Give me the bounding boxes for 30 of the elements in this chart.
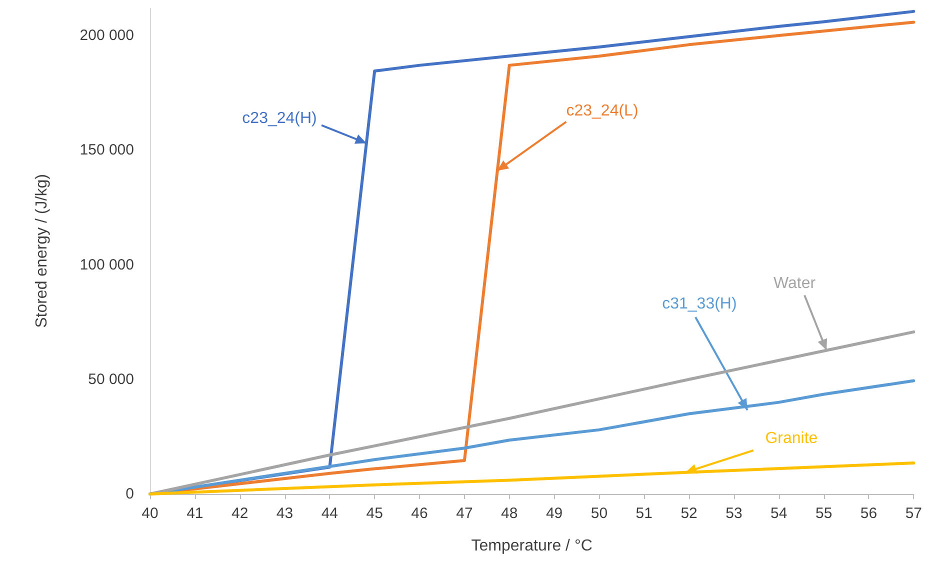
x-tick-label: 43 <box>276 505 294 522</box>
x-tick-label: 51 <box>636 505 652 522</box>
x-tick-label: 42 <box>232 505 248 522</box>
x-tick-label: 47 <box>456 505 473 522</box>
x-tick-label: 40 <box>142 505 158 522</box>
annotation: Granite <box>765 430 818 447</box>
x-tick-label: 48 <box>501 505 518 522</box>
x-tick-label: 55 <box>815 505 832 522</box>
x-tick-label: 54 <box>770 505 788 522</box>
x-tick-label: 44 <box>321 505 338 522</box>
x-tick-label: 56 <box>860 505 878 522</box>
y-tick-label: 50 000 <box>88 370 134 388</box>
y-tick-label: 200 000 <box>80 27 134 44</box>
y-tick-label: 0 <box>126 486 134 502</box>
x-tick-label: 53 <box>726 505 742 522</box>
x-tick-label: 50 <box>590 505 608 522</box>
x-tick-label: 52 <box>680 505 698 522</box>
x-tick-label: 46 <box>411 505 428 522</box>
annotation: c23_24(L) <box>566 102 638 120</box>
x-tick-label: 49 <box>546 505 563 522</box>
x-tick-label: 41 <box>186 505 204 522</box>
y-tick-label: 150 000 <box>80 142 134 159</box>
y-axis-title: Stored energy / (J/kg) <box>34 174 50 328</box>
x-tick-label: 45 <box>366 505 383 522</box>
y-tick-label: 100 000 <box>80 256 134 274</box>
x-axis-title: Temperature / °C <box>471 538 592 554</box>
annotation: c31_33(H) <box>662 296 737 313</box>
x-tick-label: 57 <box>905 505 922 522</box>
annotation: Water <box>773 274 816 292</box>
annotation: c23_24(H) <box>242 110 317 127</box>
